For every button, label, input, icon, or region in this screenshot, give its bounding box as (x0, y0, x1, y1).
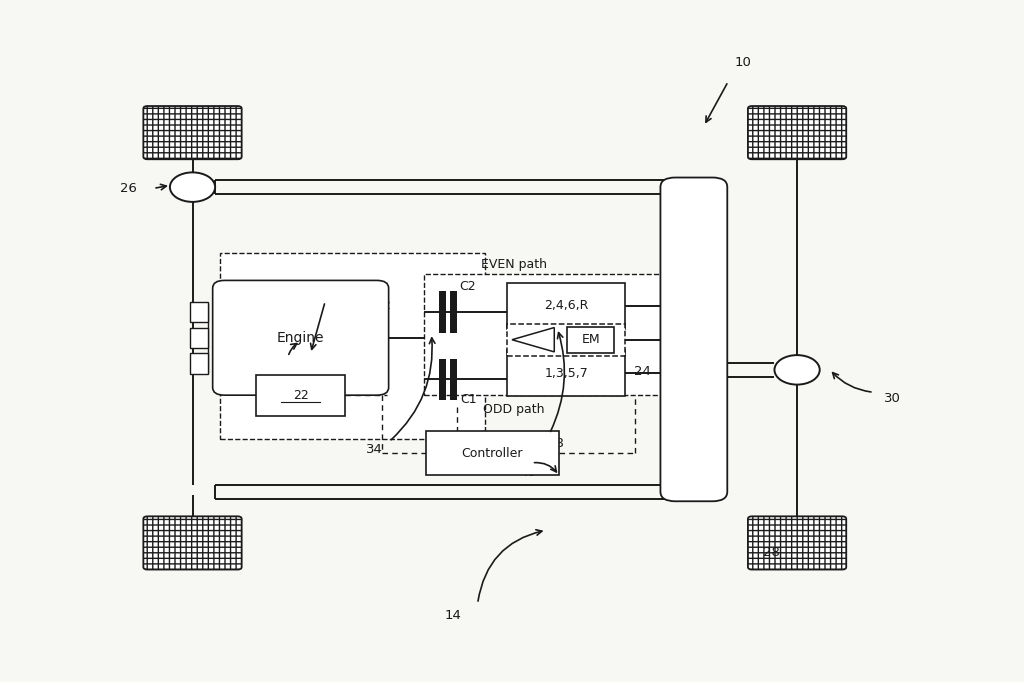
Text: EM: EM (582, 333, 600, 346)
Text: 10: 10 (734, 56, 752, 69)
Text: C1: C1 (461, 394, 477, 406)
FancyBboxPatch shape (213, 280, 389, 395)
Bar (451, 359, 457, 400)
Text: Engine: Engine (276, 331, 325, 345)
Bar (507, 324, 625, 356)
FancyBboxPatch shape (143, 106, 242, 160)
Text: 40: 40 (520, 466, 537, 479)
Bar (439, 291, 446, 333)
Text: Controller: Controller (462, 447, 523, 460)
Text: 20: 20 (266, 355, 283, 368)
Text: C2: C2 (460, 280, 476, 293)
Text: EVEN path: EVEN path (481, 258, 547, 271)
Bar (190, 353, 208, 374)
Text: ODD path: ODD path (483, 403, 545, 416)
Bar (567, 327, 614, 353)
Text: 22: 22 (293, 389, 308, 402)
Bar (424, 273, 709, 396)
Text: 24: 24 (634, 365, 651, 378)
Bar (451, 291, 457, 333)
Bar (219, 253, 485, 439)
Text: 1,3,5,7: 1,3,5,7 (544, 366, 588, 380)
Text: 34: 34 (366, 443, 383, 456)
Circle shape (170, 173, 215, 202)
Bar (507, 282, 625, 329)
FancyBboxPatch shape (143, 516, 242, 569)
FancyBboxPatch shape (748, 516, 846, 569)
Text: 36: 36 (584, 293, 601, 306)
Text: 2,4,6,R: 2,4,6,R (544, 299, 588, 312)
Text: 14: 14 (444, 609, 462, 622)
Polygon shape (512, 327, 554, 352)
Bar (190, 302, 208, 323)
Text: 30: 30 (884, 392, 900, 405)
Text: 28: 28 (763, 546, 779, 559)
FancyBboxPatch shape (660, 177, 727, 501)
Bar (256, 374, 345, 416)
Circle shape (774, 355, 819, 385)
Bar (190, 327, 208, 348)
FancyBboxPatch shape (748, 106, 846, 160)
Text: 12: 12 (326, 286, 342, 299)
Text: 38: 38 (549, 437, 565, 450)
Bar (507, 350, 625, 396)
Bar (439, 359, 446, 400)
Bar (426, 432, 559, 475)
Text: 26: 26 (120, 182, 136, 195)
Text: 32: 32 (375, 299, 392, 312)
